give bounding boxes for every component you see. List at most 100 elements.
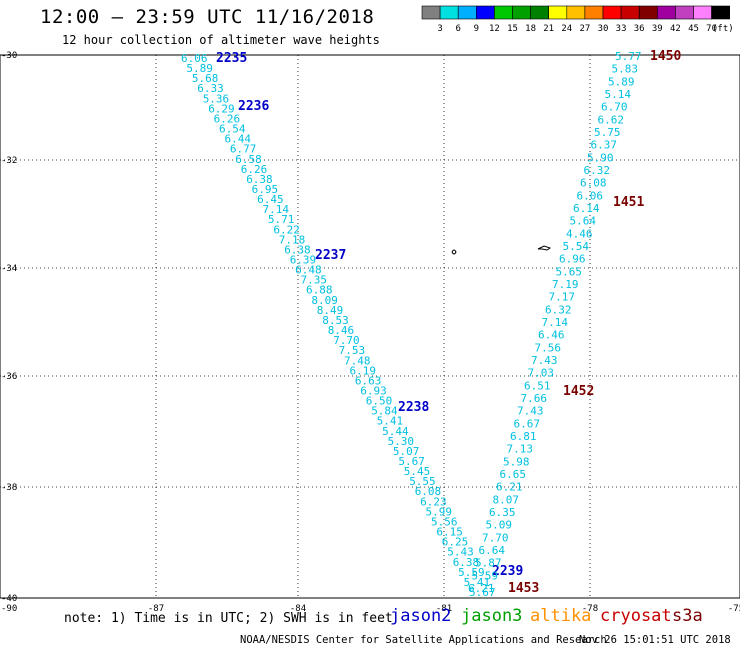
colorbar-swatch [494, 5, 513, 20]
wave-height-label: 7.13 [507, 443, 534, 456]
wave-height-label: 5.98 [503, 455, 530, 468]
wave-height-label: 5.56 [431, 516, 458, 529]
wave-height-label: 5.54 [563, 240, 590, 253]
colorbar-label: 42 [670, 24, 681, 34]
colorbar-label: 6 [455, 24, 460, 34]
wave-height-label: 6.26 [241, 163, 267, 176]
colorbar-unit: (ft) [712, 24, 734, 34]
wave-height-label: 5.77 [615, 50, 642, 63]
wave-height-label: 5.75 [594, 126, 621, 139]
colorbar-swatch [656, 5, 676, 20]
colorbar-label: 21 [543, 24, 554, 34]
wave-height-label: 6.08 [580, 177, 607, 190]
wave-height-label: 5.07 [393, 445, 420, 458]
wave-height-label: 6.63 [355, 374, 382, 387]
wave-height-label: 6.19 [350, 364, 377, 377]
wave-height-label: 7.35 [301, 274, 328, 287]
wave-height-label: 6.35 [489, 506, 516, 519]
colorbar-swatch [620, 5, 640, 20]
wave-height-label: 7.14 [263, 203, 290, 216]
track-time-label: 2238 [398, 400, 429, 415]
lat-label: -38 [1, 483, 17, 493]
wave-height-label: 7.17 [549, 291, 576, 304]
lat-label: -30 [1, 51, 17, 61]
wave-height-label: 7.70 [482, 531, 509, 544]
wave-height-label: 7.43 [531, 354, 558, 367]
wave-height-label: 5.99 [426, 505, 453, 518]
lat-label: -32 [1, 156, 17, 166]
wave-height-label: 6.25 [442, 536, 469, 549]
colorbar-label: 9 [474, 24, 479, 34]
track-time-label: 2236 [238, 99, 269, 114]
colorbar-label: 36 [634, 24, 645, 34]
colorbar-label: 45 [688, 24, 699, 34]
wave-height-label: 6.96 [559, 253, 586, 266]
wave-height-label: 5.87 [475, 557, 502, 570]
satellite-legend-item: s3a [672, 606, 703, 626]
wave-height-label: 5.59 [458, 566, 485, 579]
lat-label: -40 [1, 594, 17, 604]
wave-height-label: 8.46 [328, 324, 355, 337]
wave-height-label: 7.43 [517, 405, 544, 418]
colorbar-label: 12 [489, 24, 500, 34]
colorbar-swatch [711, 5, 730, 20]
wave-height-label: 6.14 [573, 202, 600, 215]
wave-height-label: 6.06 [577, 189, 604, 202]
map-frame [0, 54, 740, 599]
wave-height-label: 6.65 [500, 468, 527, 481]
wave-height-label: 6.29 [208, 102, 235, 115]
colorbar-swatch [512, 5, 531, 20]
footer-note: note: 1) Time is in UTC; 2) SWH is in fe… [64, 611, 393, 626]
colorbar-swatch [530, 5, 549, 20]
corner-label: -90 [1, 604, 17, 614]
wave-height-label: 6.93 [360, 385, 387, 398]
wave-height-label: 5.84 [371, 405, 398, 418]
wave-height-label: 6.06 [181, 52, 208, 65]
wave-height-label: 6.67 [514, 417, 541, 430]
wave-height-label: 6.21 [496, 481, 523, 494]
colorbar-label: 30 [598, 24, 609, 34]
track-time-label: 1452 [563, 384, 594, 399]
wave-height-label: 6.33 [197, 82, 224, 95]
wave-height-label: 5.43 [447, 546, 474, 559]
wave-height-label: 6.58 [235, 153, 261, 166]
colorbar-swatch [421, 5, 441, 20]
wave-height-label: 5.71 [268, 213, 295, 226]
wave-height-label: 5.65 [556, 265, 583, 278]
wave-height-label: 5.14 [605, 88, 632, 101]
wave-height-label: 6.45 [257, 193, 284, 206]
track-time-label: 2237 [315, 248, 346, 263]
lon-label: -75 [728, 604, 740, 614]
wave-height-label: 6.08 [415, 485, 442, 498]
colorbar-swatch [566, 5, 586, 20]
wave-height-label: 8.09 [311, 294, 338, 307]
wave-height-label: 5.55 [409, 475, 436, 488]
coastline-islands [451, 245, 552, 255]
wave-height-label: 7.19 [552, 278, 579, 291]
satellite-legend-item: cryosat [600, 606, 672, 626]
wave-height-label: 6.21 [468, 582, 495, 595]
wave-height-label: 6.62 [598, 113, 625, 126]
wave-height-label: 8.53 [322, 314, 349, 327]
colorbar-swatch [584, 5, 604, 20]
colorbar-swatch [602, 5, 622, 20]
wave-height-label: 8.07 [493, 493, 520, 506]
footer-credit: NOAA/NESDIS Center for Satellite Applica… [240, 634, 607, 646]
wave-height-label: 6.88 [306, 284, 333, 297]
wave-height-label: 6.50 [366, 395, 393, 408]
colorbar-label: 33 [616, 24, 627, 34]
satellite-legend-item: jason2 [390, 606, 452, 626]
footer-timestamp: Nov 26 15:01:51 UTC 2018 [579, 634, 731, 646]
wave-height-label: 5.83 [612, 63, 639, 76]
axis-labels: -87 -84 -81 -78 -75 -30 -32 -34 -36 -38 -40-90 [1, 51, 740, 614]
colorbar-swatch [693, 5, 712, 20]
wave-height-label: 6.39 [290, 254, 317, 267]
colorbar-label: 70 [706, 24, 717, 34]
wave-height-label: 7.48 [344, 354, 371, 367]
wave-height-label: 5.44 [382, 425, 409, 438]
lon-label: -87 [148, 604, 164, 614]
track-time-label: 1450 [650, 49, 681, 64]
track-time-label: 1453 [508, 581, 539, 596]
colorbar-swatch [638, 5, 658, 20]
satellite-legend-item: altika [530, 606, 592, 626]
